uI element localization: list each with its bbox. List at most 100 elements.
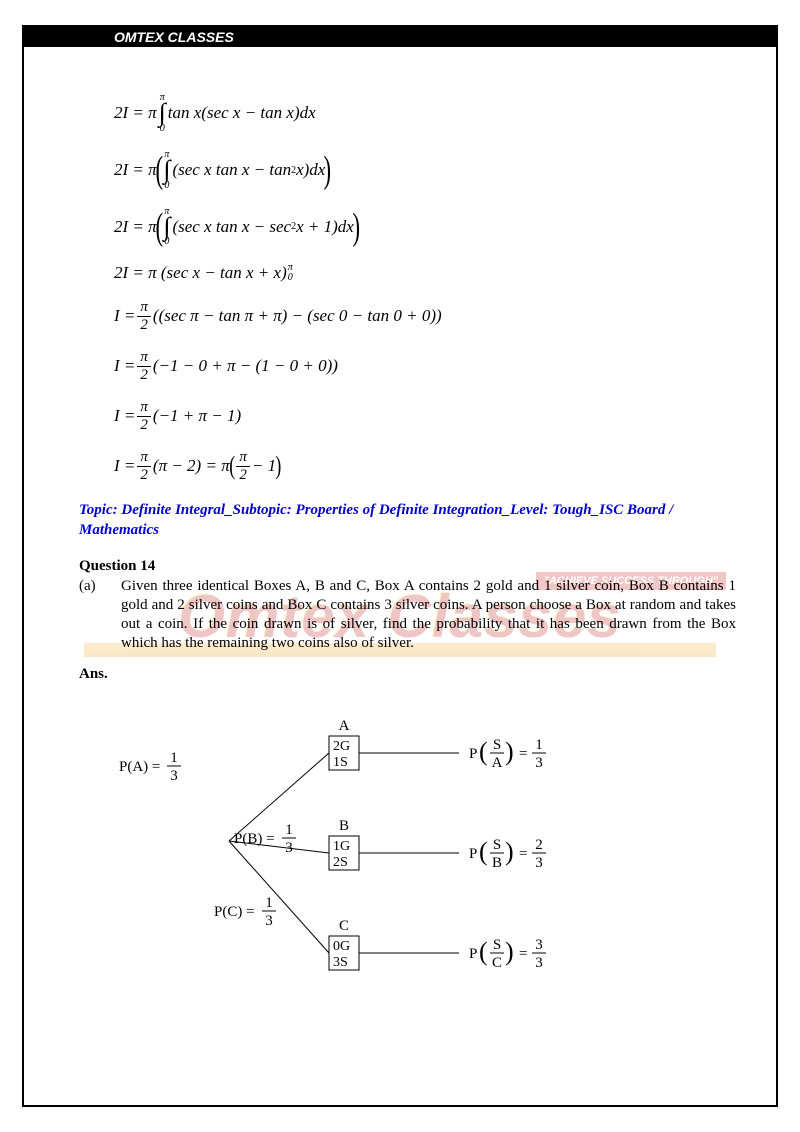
- equation-line-6: I = π 2 (−1 − 0 + π − (1 − 0 + 0)): [114, 349, 736, 383]
- frac-num: π: [137, 349, 151, 367]
- svg-text:P(C) =: P(C) =: [214, 904, 255, 920]
- page: OMTEX CLASSES "ACHIEVE SUCCESS THROUGH" …: [0, 0, 800, 1132]
- svg-text:2G: 2G: [333, 739, 350, 754]
- equation-line-8: I = π 2 (π − 2) = π ( π 2 − 1 ): [114, 449, 736, 483]
- eq2-rhs2: x)dx: [296, 160, 325, 180]
- eq8-lhs: I =: [114, 456, 135, 476]
- fraction: π 2: [137, 399, 151, 433]
- svg-text:(: (: [479, 937, 488, 966]
- svg-text:1: 1: [265, 895, 273, 911]
- eq4-text: 2I = π (sec x − tan x + x): [114, 263, 287, 283]
- svg-text:=: =: [519, 746, 527, 762]
- svg-text:B: B: [339, 818, 349, 834]
- int-lower: 0: [160, 124, 165, 134]
- eq2-rhs: (sec x tan x − tan: [172, 160, 291, 180]
- eq8-inner: − 1: [252, 456, 276, 476]
- svg-text:3: 3: [170, 768, 178, 784]
- question-text: Given three identical Boxes A, B and C, …: [121, 577, 736, 652]
- svg-text:0G: 0G: [333, 939, 350, 954]
- svg-text:3S: 3S: [333, 955, 348, 970]
- svg-text:): ): [505, 837, 514, 866]
- svg-text:P(B) =: P(B) =: [234, 831, 275, 847]
- frac-den: 2: [236, 467, 250, 484]
- svg-text:P: P: [469, 946, 477, 962]
- equation-line-3: 2I = π ( π ∫ 0 (sec x tan x − sec 2 x + …: [114, 207, 736, 248]
- equation-line-4: 2I = π (sec x − tan x + x) π 0: [114, 263, 736, 283]
- eq1-rhs: tan x(sec x − tan x)dx: [168, 103, 316, 123]
- eq7-lhs: I =: [114, 406, 135, 426]
- equation-line-5: I = π 2 ((sec π − tan π + π) − (sec 0 − …: [114, 299, 736, 333]
- frac-num: π: [137, 299, 151, 317]
- frac-den: 2: [137, 317, 151, 334]
- svg-text:3: 3: [535, 937, 543, 953]
- question-block: Question 14 (a) Given three identical Bo…: [79, 558, 736, 991]
- svg-text:=: =: [519, 846, 527, 862]
- eq6-lhs: I =: [114, 356, 135, 376]
- eq5-lhs: I =: [114, 306, 135, 326]
- eq8-mid: (π − 2) = π: [153, 456, 230, 476]
- fraction: π 2: [236, 449, 250, 483]
- svg-text:): ): [505, 937, 514, 966]
- answer-label: Ans.: [79, 666, 736, 683]
- eq3-rhs: (sec x tan x − sec: [172, 217, 291, 237]
- svg-text:S: S: [493, 837, 501, 853]
- fraction: π 2: [137, 299, 151, 333]
- question-number: Question 14: [79, 558, 736, 575]
- header-bar: OMTEX CLASSES: [24, 27, 776, 47]
- int-lower: 0: [164, 237, 169, 247]
- eq1-lhs: 2I = π: [114, 103, 157, 123]
- equation-line-7: I = π 2 (−1 + π − 1): [114, 399, 736, 433]
- eq3-lhs: 2I = π: [114, 217, 157, 237]
- fraction: π 2: [137, 349, 151, 383]
- integral-icon: π ∫ 0: [159, 93, 166, 134]
- svg-text:3: 3: [535, 955, 543, 971]
- svg-text:A: A: [339, 718, 350, 734]
- equation-line-1: 2I = π π ∫ 0 tan x(sec x − tan x)dx: [114, 93, 736, 134]
- svg-text:2: 2: [535, 837, 543, 853]
- question-part-label: (a): [79, 577, 121, 652]
- frac-den: 2: [137, 367, 151, 384]
- frac-den: 2: [137, 467, 151, 484]
- svg-text:A: A: [492, 755, 503, 771]
- svg-text:1: 1: [285, 822, 293, 838]
- svg-text:3: 3: [285, 840, 293, 856]
- svg-text:3: 3: [535, 855, 543, 871]
- svg-text:P: P: [469, 846, 477, 862]
- integral-icon: π ∫ 0: [163, 150, 170, 191]
- svg-text:S: S: [493, 737, 501, 753]
- svg-text:1S: 1S: [333, 755, 348, 770]
- header-title: OMTEX CLASSES: [114, 29, 234, 45]
- svg-text:P(A) =: P(A) =: [119, 759, 160, 775]
- probability-tree-diagram: P(A) = 13P(B) = 13P(C) = 13A2G1SB1G2SC0G…: [99, 691, 659, 991]
- svg-text:1: 1: [170, 750, 178, 766]
- eq7-rhs: (−1 + π − 1): [153, 406, 241, 426]
- svg-text:): ): [505, 737, 514, 766]
- svg-text:C: C: [339, 918, 349, 934]
- page-frame: OMTEX CLASSES "ACHIEVE SUCCESS THROUGH" …: [22, 25, 778, 1107]
- eq3-rhs2: x + 1)dx: [296, 217, 354, 237]
- svg-text:2S: 2S: [333, 855, 348, 870]
- svg-text:(: (: [479, 837, 488, 866]
- eq2-lhs: 2I = π: [114, 160, 157, 180]
- question-body: (a) Given three identical Boxes A, B and…: [79, 577, 736, 652]
- svg-text:S: S: [493, 937, 501, 953]
- frac-den: 2: [137, 417, 151, 434]
- frac-num: π: [137, 449, 151, 467]
- svg-text:P: P: [469, 746, 477, 762]
- svg-text:=: =: [519, 946, 527, 962]
- integral-icon: π ∫ 0: [163, 207, 170, 248]
- frac-num: π: [137, 399, 151, 417]
- svg-text:B: B: [492, 855, 502, 871]
- fraction: π 2: [137, 449, 151, 483]
- eq4-sub: 0: [288, 273, 293, 283]
- eq5-rhs: ((sec π − tan π + π) − (sec 0 − tan 0 + …: [153, 306, 442, 326]
- topic-line: Topic: Definite Integral_Subtopic: Prope…: [79, 501, 736, 540]
- int-lower: 0: [164, 181, 169, 191]
- svg-text:C: C: [492, 955, 502, 971]
- equation-line-2: 2I = π ( π ∫ 0 (sec x tan x − tan 2 x)dx…: [114, 150, 736, 191]
- content-area: 2I = π π ∫ 0 tan x(sec x − tan x)dx 2I =…: [24, 47, 776, 1011]
- svg-text:1: 1: [535, 737, 543, 753]
- svg-text:(: (: [479, 737, 488, 766]
- eq6-rhs: (−1 − 0 + π − (1 − 0 + 0)): [153, 356, 338, 376]
- frac-num: π: [236, 449, 250, 467]
